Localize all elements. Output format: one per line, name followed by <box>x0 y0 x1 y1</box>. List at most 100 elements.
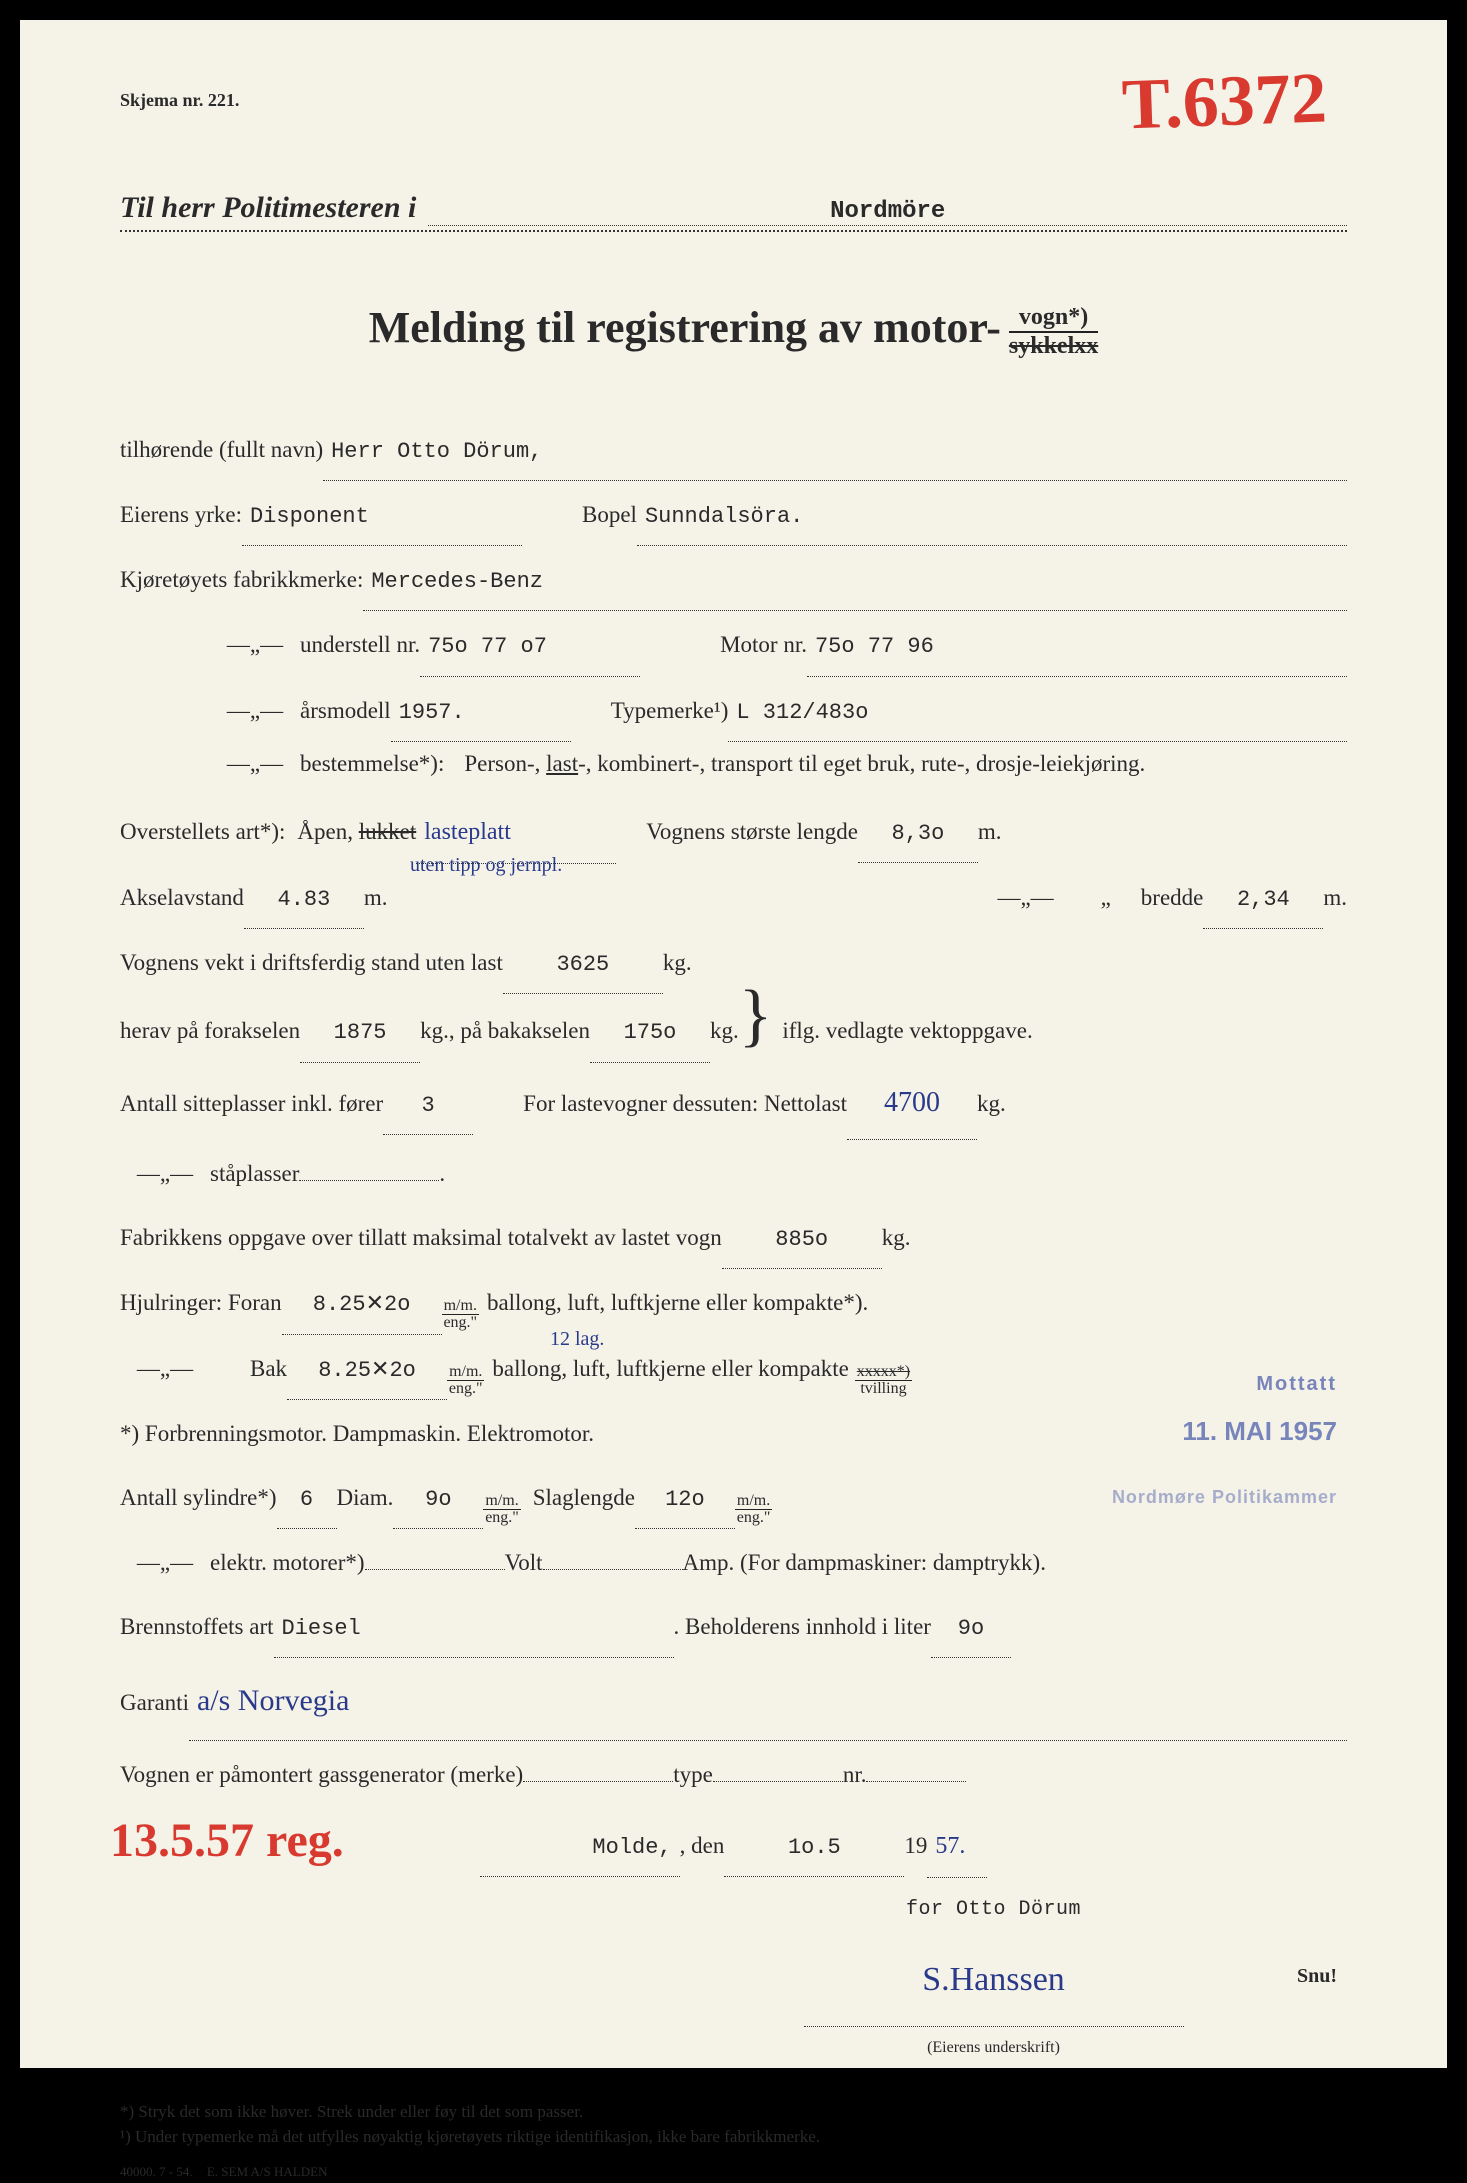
weight-label: Vognens vekt i driftsferdig stand uten l… <box>120 933 503 993</box>
tyres-text2: ballong, luft, luftkjerne eller kompakte <box>492 1339 848 1399</box>
signature-area: for Otto Dörum S.Hanssen (Eierens unders… <box>640 1884 1347 2069</box>
purpose-text: Person-, last-, kombinert-, transport ti… <box>464 746 1145 783</box>
front-axle-value: 1875 <box>300 1004 420 1062</box>
standing-label: ståplasser <box>210 1144 299 1204</box>
tyres-front-label: Hjulringer: Foran <box>120 1273 282 1333</box>
maxweight-label: Fabrikkens oppgave over tillatt maksimal… <box>120 1208 722 1268</box>
title-main: Melding til registrering av motor- <box>369 303 1001 352</box>
maxweight-value: 885o <box>722 1211 882 1269</box>
cylinders-label: Antall sylindre*) <box>120 1468 277 1528</box>
amp-label: Amp. (For dampmaskiner: damptrykk). <box>683 1533 1046 1593</box>
fuel-label: Brennstoffets art <box>120 1597 274 1657</box>
tank-label: . Beholderens innhold i liter <box>674 1597 931 1657</box>
tvilling-fraction: xxxxx*) tvilling <box>855 1364 912 1397</box>
tyres-front-value: 8.25✕2o <box>282 1276 442 1334</box>
motor-value: 75o 77 96 <box>807 618 1347 676</box>
ditto-mark: —„— <box>120 1533 210 1593</box>
wheelbase-value: 4.83 <box>244 871 364 929</box>
document-title: Melding til registrering av motor- vogn*… <box>120 302 1347 360</box>
signature-caption: (Eierens underskrift) <box>640 2027 1347 2069</box>
footnotes: *) Stryk det som ikke høver. Strek under… <box>120 2099 1347 2183</box>
motor-label: Motor nr. <box>720 615 807 675</box>
body-type-hand2: uten tipp og jernpl. <box>410 839 562 891</box>
title-fraction: vogn*) sykkelxx <box>1009 304 1098 360</box>
signature: S.Hanssen <box>922 1961 1065 1998</box>
unit-kg: kg. <box>977 1074 1006 1134</box>
volt-value <box>365 1569 505 1570</box>
length-label: Vognens største lengde <box>646 802 858 862</box>
seats-label: Antall sitteplasser inkl. fører <box>120 1074 383 1134</box>
turn-over: Snu! <box>1297 1965 1337 1988</box>
gasgen-nr <box>866 1781 966 1782</box>
weight-note: iflg. vedlagte vektoppgave. <box>782 1001 1032 1061</box>
body-type-text: Åpen, lukket <box>297 802 416 862</box>
gasgen-label: Vognen er påmontert gassgenerator (merke… <box>120 1745 523 1805</box>
purpose-label: bestemmelse*): <box>300 746 444 783</box>
signature-line: S.Hanssen <box>804 1936 1184 2027</box>
diam-label: Diam. <box>337 1468 394 1528</box>
stamp-mottatt: Mottatt <box>1112 1373 1337 1396</box>
addressee-value: Nordmöre <box>428 198 1347 226</box>
make-value: Mercedes-Benz <box>363 553 1347 611</box>
footnote-2: ¹) Under typemerke må det utfylles nøyak… <box>120 2124 1347 2150</box>
date-value: 1o.5 <box>724 1819 904 1877</box>
mm-eng-unit: m/m.eng." <box>442 1298 479 1331</box>
width-value: 2,34 <box>1203 871 1323 929</box>
tyres-rear-label: Bak <box>250 1339 287 1399</box>
ditto-mark: —„— <box>210 615 300 675</box>
ditto-mark: —„— <box>210 681 300 741</box>
tank-value: 9o <box>931 1600 1011 1658</box>
ditto-mark: —„— <box>120 1339 210 1399</box>
warranty-value: a/s Norvegia <box>189 1662 1347 1741</box>
volt-label: Volt <box>505 1533 543 1593</box>
electr-label: elektr. motorer*) <box>210 1533 365 1593</box>
footnote-1: *) Stryk det som ikke høver. Strek under… <box>120 2099 1347 2125</box>
addressee-label: Til herr Politimesteren i <box>120 191 416 225</box>
year-value: 1957. <box>391 684 571 742</box>
body-type-label: Overstellets art*): <box>120 802 285 862</box>
ditto-mark: —„— <box>981 868 1071 928</box>
ditto-mark: —„— <box>120 1144 210 1204</box>
diam-value: 9o <box>393 1471 483 1529</box>
unit-kg: kg. <box>882 1208 911 1268</box>
name-label: tilhørende (fullt navn) <box>120 420 323 480</box>
cylinders-value: 6 <box>277 1471 337 1529</box>
length-value: 8,3o <box>858 805 978 863</box>
stamp-date: 11. MAI 1957 <box>1112 1416 1337 1447</box>
gasgen-make <box>523 1781 673 1782</box>
document-page: Skjema nr. 221. T.6372 Til herr Politime… <box>20 20 1447 2068</box>
year-label: årsmodell <box>300 681 391 741</box>
occupation-value: Disponent <box>242 488 522 546</box>
standing-value <box>299 1180 439 1181</box>
amp-value <box>543 1569 683 1570</box>
title-sykkel: sykkelxx <box>1009 333 1098 360</box>
ditto-quote: „ <box>1101 868 1111 928</box>
nr-label: nr. <box>843 1745 867 1805</box>
tyres-text: ballong, luft, luftkjerne eller kompakte… <box>487 1273 868 1333</box>
netload-label: For lastevogner dessuten: Nettolast <box>523 1074 847 1134</box>
motor-types: *) Forbrenningsmotor. Dampmaskin. Elektr… <box>120 1404 594 1464</box>
chassis-value: 75o 77 o7 <box>420 618 640 676</box>
stamp-office: Nordmøre Politikammer <box>1112 1487 1337 1508</box>
typemark-value: L 312/483o <box>728 684 1347 742</box>
stroke-label: Slaglengde <box>533 1468 635 1528</box>
stroke-value: 12o <box>635 1471 735 1529</box>
residence-label: Bopel <box>582 485 637 545</box>
type-label: type <box>673 1745 713 1805</box>
tyres-rear-value: 8.25✕2o <box>287 1342 447 1400</box>
typemark-label: Typemerke¹) <box>611 681 729 741</box>
place-value: Molde, <box>480 1819 680 1877</box>
unit-kg: kg. <box>710 1001 739 1061</box>
wheelbase-label: Akselavstand <box>120 868 244 928</box>
occupation-label: Eierens yrke: <box>120 485 242 545</box>
unit-kg: kg. <box>663 933 692 993</box>
weight-value: 3625 <box>503 936 663 994</box>
case-number-handwritten: T.6372 <box>1121 56 1328 146</box>
year-value-hand: 57. <box>927 1815 987 1878</box>
title-vogn: vogn*) <box>1009 304 1098 333</box>
rear-axle-value: 175o <box>590 1004 710 1062</box>
year-prefix: 19 <box>904 1816 927 1876</box>
netload-value: 4700 <box>847 1067 977 1141</box>
imprint: 40000. 7 - 54. E. SEM A/S HALDEN <box>120 2158 1347 2183</box>
ditto-mark: —„— <box>210 746 300 783</box>
